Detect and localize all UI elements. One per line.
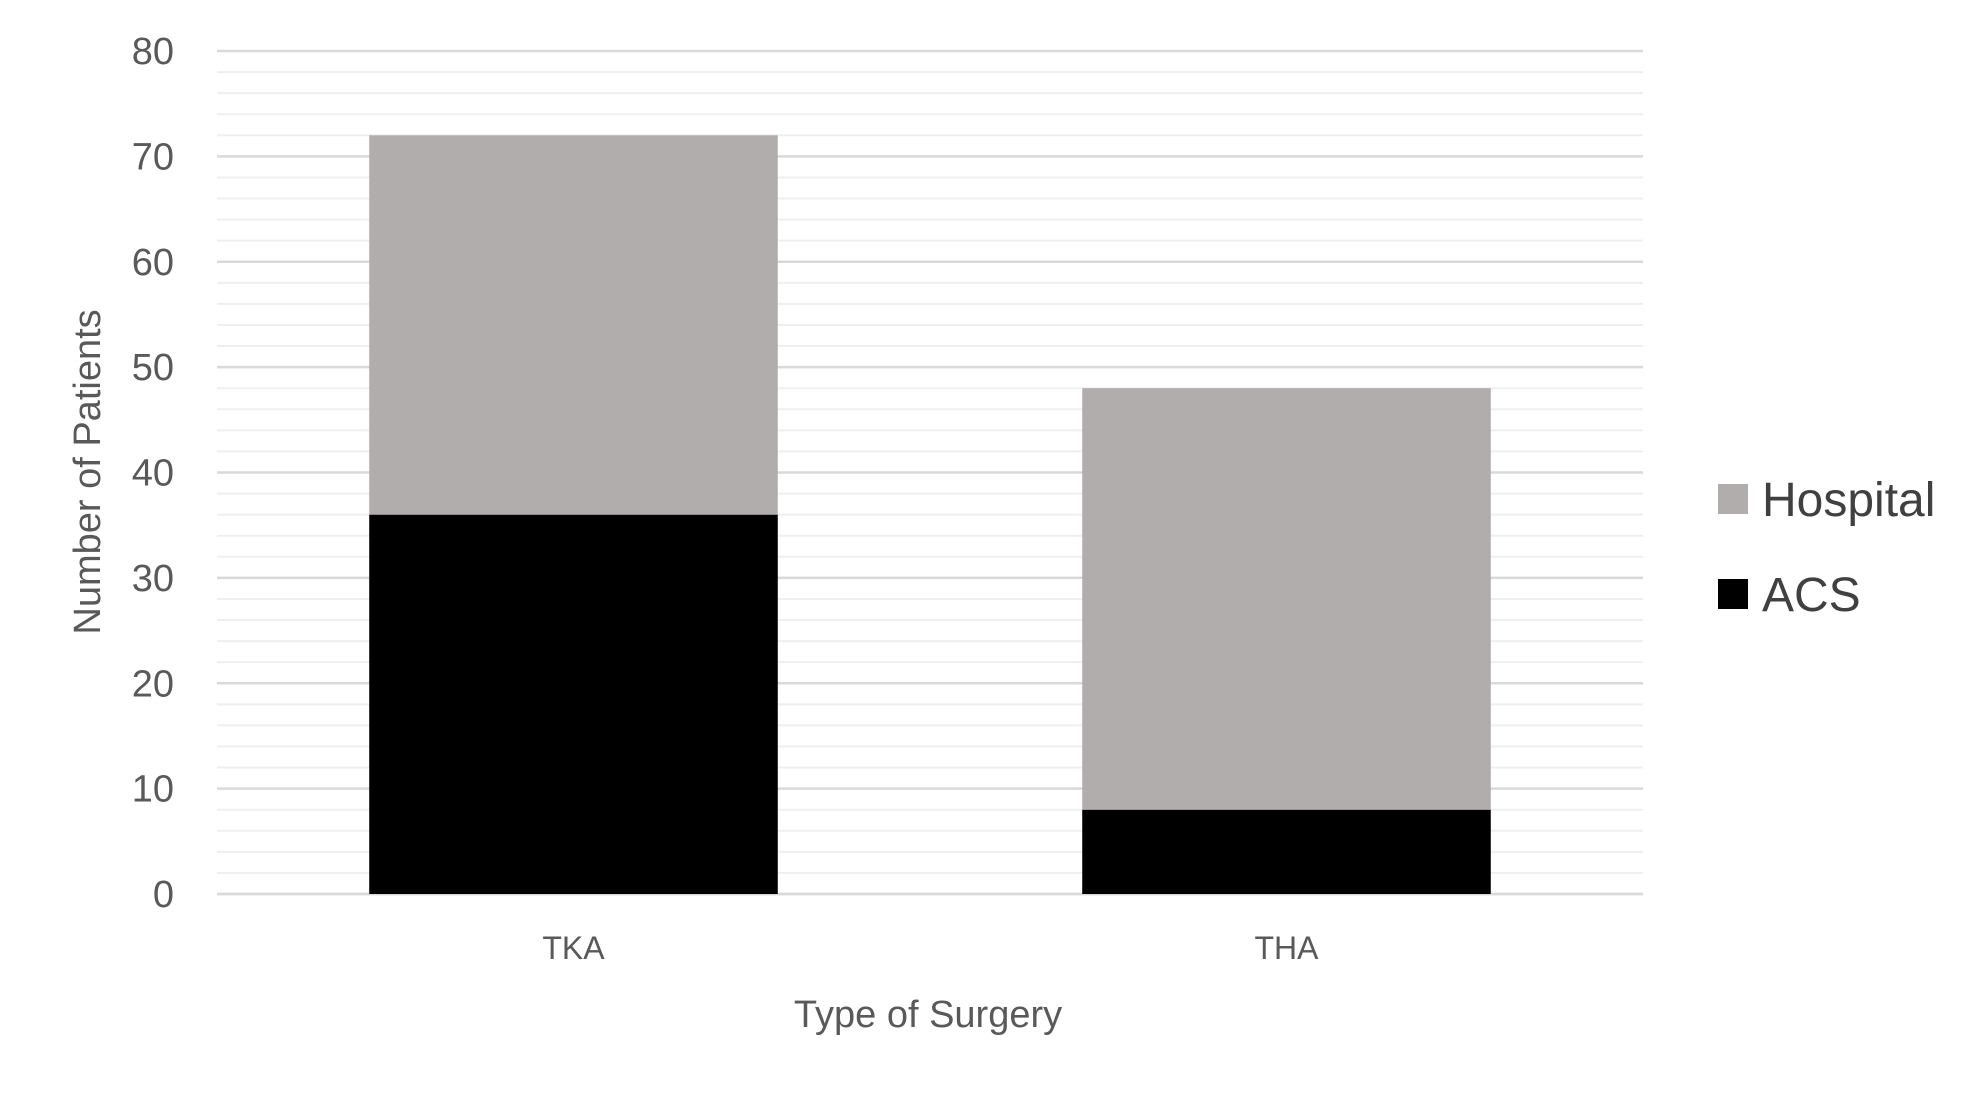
bars: [369, 135, 1491, 894]
y-tick-labels: 0 10 20 30 40 50 60 70 80: [132, 31, 174, 916]
bar-hospital-tha: [1082, 388, 1491, 810]
bar-acs-tha: [1082, 809, 1491, 894]
bar-acs-tka: [369, 514, 778, 894]
y-tick-label: 70: [132, 136, 174, 178]
y-axis-title: Number of Patients: [67, 309, 109, 634]
legend: Hospital ACS: [1718, 474, 1935, 622]
y-tick-label: 0: [153, 874, 174, 916]
y-tick-label: 40: [132, 453, 174, 495]
legend-swatch-acs: [1718, 579, 1748, 609]
legend-label-acs: ACS: [1762, 569, 1861, 622]
bar-hospital-tka: [369, 135, 778, 515]
y-tick-label: 30: [132, 558, 174, 600]
x-tick-labels: TKA THA: [542, 930, 1319, 966]
y-tick-label: 60: [132, 242, 174, 284]
y-tick-label: 80: [132, 31, 174, 73]
legend-swatch-hospital: [1718, 484, 1748, 514]
x-tick-label: TKA: [542, 930, 605, 966]
x-axis-title: Type of Surgery: [794, 994, 1062, 1036]
y-tick-label: 50: [132, 347, 174, 389]
y-tick-label: 10: [132, 769, 174, 811]
legend-label-hospital: Hospital: [1762, 474, 1935, 527]
y-tick-label: 20: [132, 663, 174, 705]
x-tick-label: THA: [1255, 930, 1320, 966]
